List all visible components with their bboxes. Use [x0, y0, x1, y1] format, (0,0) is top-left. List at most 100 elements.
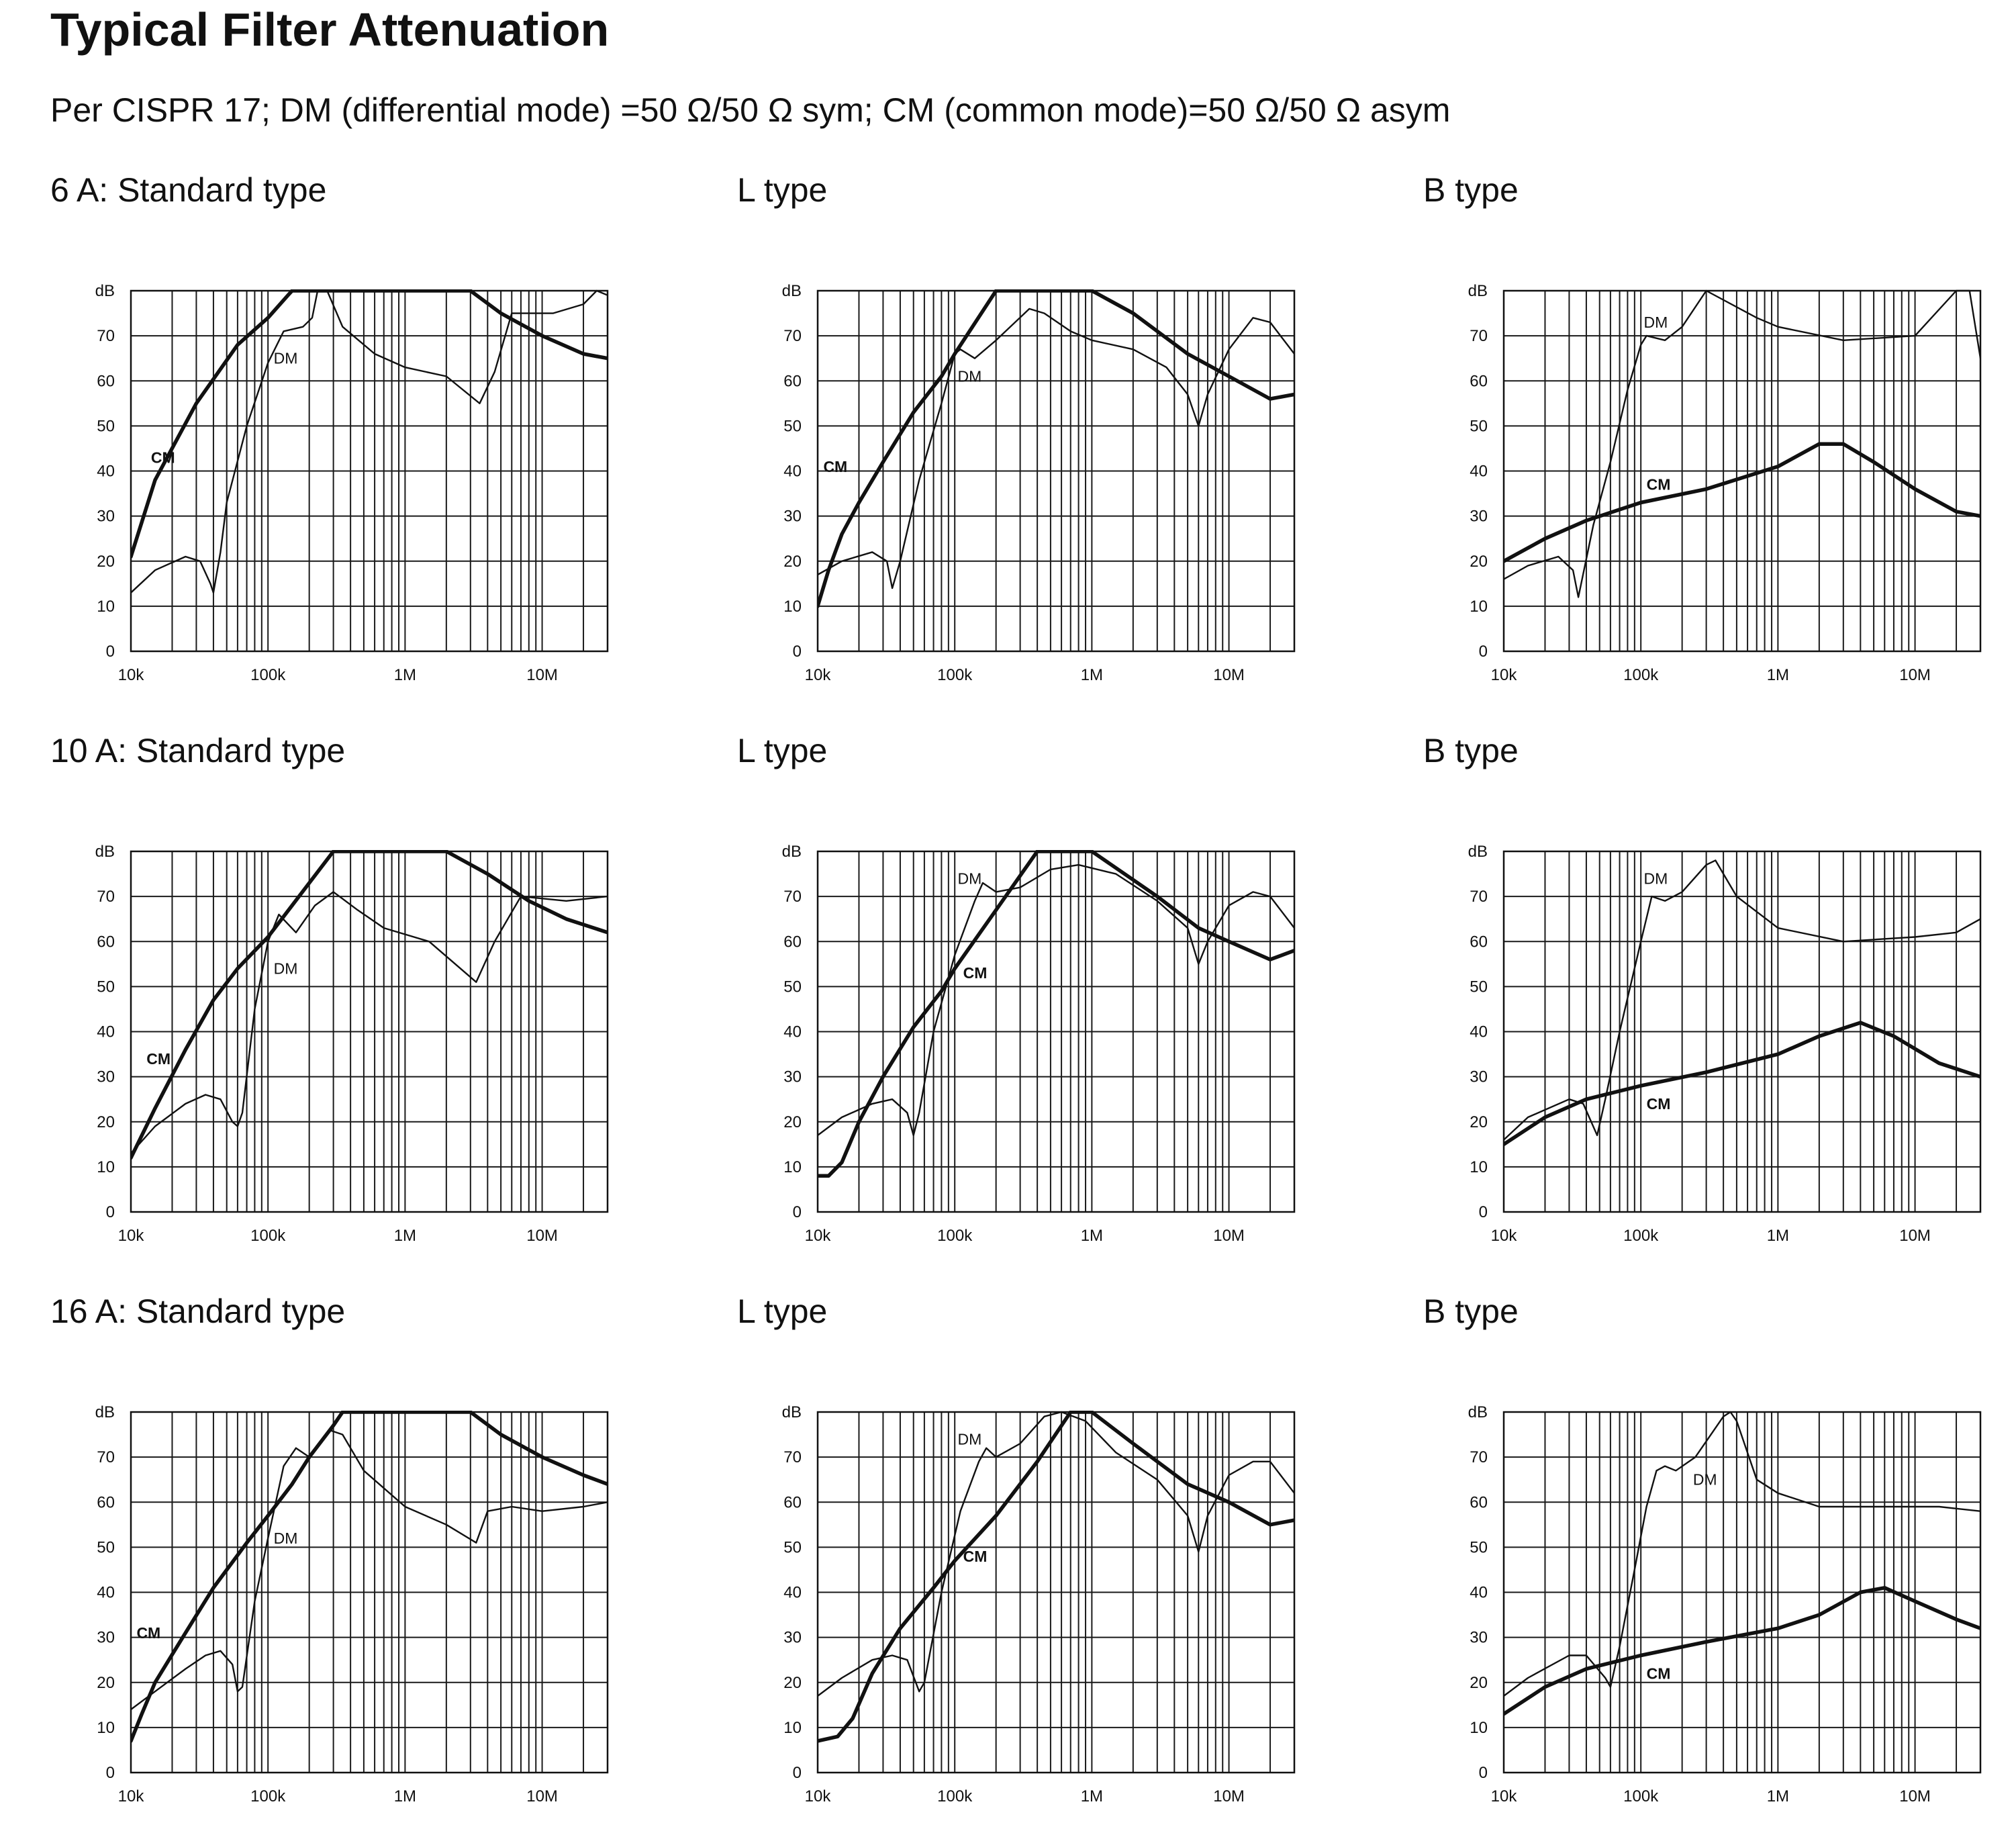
y-tick-label: 10	[783, 598, 802, 616]
x-tick-label: 10k	[805, 1227, 832, 1245]
y-tick-label: 30	[1470, 1068, 1488, 1086]
y-tick-label: 20	[97, 1113, 115, 1131]
y-tick-label: 20	[1470, 553, 1488, 571]
x-tick-label: 10k	[805, 1787, 832, 1805]
x-tick-label: 10k	[1491, 1227, 1518, 1245]
y-tick-label: 50	[1470, 978, 1488, 996]
chart-heading: L type	[737, 1292, 828, 1330]
grid	[130, 291, 608, 651]
y-tick-label: 60	[97, 372, 115, 390]
cm-series-label: CM	[146, 1050, 171, 1068]
x-tick-label: 10k	[118, 1227, 145, 1245]
dm-series-line	[131, 289, 608, 594]
y-unit-label: dB	[782, 1403, 802, 1421]
y-tick-label: 0	[1479, 1203, 1488, 1221]
grid	[817, 291, 1295, 651]
dm-series-line	[1504, 859, 1980, 1141]
y-tick-label: 40	[97, 463, 115, 481]
x-tick-label: 1M	[1767, 666, 1789, 684]
cm-series-label: CM	[1647, 476, 1671, 493]
x-tick-label: 100k	[937, 1227, 973, 1245]
attenuation-chart: 0 10 20 30 40 50 60 70 dB 10k 100k 1M 10M CM DM	[782, 1403, 1296, 1805]
cm-series-label: CM	[963, 1548, 988, 1565]
y-tick-label: 40	[1470, 1023, 1488, 1041]
y-tick-label: 70	[783, 327, 802, 345]
y-tick-label: 70	[783, 888, 802, 906]
y-tick-label: 50	[783, 978, 802, 996]
y-unit-label: dB	[1468, 1403, 1488, 1421]
x-tick-label: 10M	[526, 1787, 558, 1805]
dm-series-label: DM	[1644, 314, 1668, 331]
y-tick-label: 30	[97, 1068, 115, 1086]
x-tick-label: 100k	[937, 666, 973, 684]
x-tick-label: 1M	[1081, 666, 1103, 684]
attenuation-chart: 0 10 20 30 40 50 60 70 dB 10k 100k 1M 10M CM DM	[1468, 843, 1982, 1245]
y-tick-label: 70	[97, 327, 115, 345]
cm-series-line	[1504, 1586, 1980, 1716]
cm-series-line	[818, 1411, 1294, 1743]
chart-heading: B type	[1423, 732, 1519, 769]
y-tick-label: 20	[783, 553, 802, 571]
y-tick-label: 60	[783, 1493, 802, 1511]
plot-frame	[816, 1411, 1296, 1774]
x-tick-label: 10M	[1213, 666, 1245, 684]
y-tick-label: 50	[97, 978, 115, 996]
x-tick-label: 1M	[394, 1787, 416, 1805]
y-unit-label: dB	[782, 843, 802, 861]
cm-series-label: CM	[963, 964, 988, 982]
dm-series-line	[818, 308, 1294, 590]
plot-frame	[1502, 850, 1982, 1213]
chart-heading: 10 A: Standard type	[50, 732, 346, 769]
dm-series-label: DM	[1644, 869, 1668, 887]
y-unit-label: dB	[95, 1403, 115, 1421]
attenuation-chart: 0 10 20 30 40 50 60 70 dB 10k 100k 1M 10M CM DM	[95, 282, 609, 684]
y-tick-label: 0	[106, 1764, 115, 1782]
y-tick-label: 60	[1470, 933, 1488, 951]
dm-series-label: DM	[274, 350, 298, 367]
page-title: Typical Filter Attenuation	[50, 3, 610, 56]
y-tick-label: 60	[1470, 372, 1488, 390]
grid	[1503, 1412, 1981, 1773]
y-tick-label: 20	[783, 1674, 802, 1692]
x-tick-label: 10k	[118, 666, 145, 684]
dm-series-label: DM	[958, 368, 982, 385]
dm-series-line	[818, 1411, 1294, 1697]
y-tick-label: 60	[97, 933, 115, 951]
y-tick-label: 70	[97, 888, 115, 906]
x-tick-label: 100k	[250, 1787, 286, 1805]
dm-series-label: DM	[958, 1430, 982, 1448]
attenuation-chart: 0 10 20 30 40 50 60 70 dB 10k 100k 1M 10M CM DM	[95, 1403, 609, 1805]
x-tick-label: 1M	[394, 1227, 416, 1245]
y-tick-label: 30	[783, 1068, 802, 1086]
dm-series-label: DM	[274, 960, 298, 978]
x-tick-label: 10M	[1899, 666, 1931, 684]
y-tick-label: 50	[1470, 1538, 1488, 1556]
cm-series-label: CM	[823, 458, 847, 475]
dm-series-label: DM	[274, 1530, 298, 1547]
y-tick-label: 0	[106, 643, 115, 661]
y-tick-label: 50	[97, 417, 115, 435]
grid	[1503, 291, 1981, 651]
x-tick-label: 100k	[250, 666, 286, 684]
x-tick-label: 10k	[1491, 666, 1518, 684]
y-tick-label: 50	[783, 417, 802, 435]
y-tick-label: 70	[1470, 1448, 1488, 1466]
x-tick-label: 100k	[250, 1227, 286, 1245]
y-unit-label: dB	[95, 282, 115, 300]
y-tick-label: 20	[783, 1113, 802, 1131]
y-tick-label: 10	[97, 598, 115, 616]
y-tick-label: 30	[783, 1629, 802, 1647]
y-unit-label: dB	[1468, 843, 1488, 861]
y-tick-label: 0	[1479, 643, 1488, 661]
y-tick-label: 10	[1470, 1158, 1488, 1176]
y-tick-label: 10	[1470, 598, 1488, 616]
y-tick-label: 60	[783, 933, 802, 951]
grid	[817, 851, 1295, 1212]
dm-series-line	[818, 863, 1294, 1137]
x-tick-label: 1M	[1767, 1227, 1789, 1245]
dm-series-line	[1504, 1411, 1980, 1697]
y-tick-label: 10	[783, 1719, 802, 1737]
grid	[817, 1412, 1295, 1773]
y-tick-label: 30	[1470, 1629, 1488, 1647]
chart-heading: L type	[737, 171, 828, 209]
